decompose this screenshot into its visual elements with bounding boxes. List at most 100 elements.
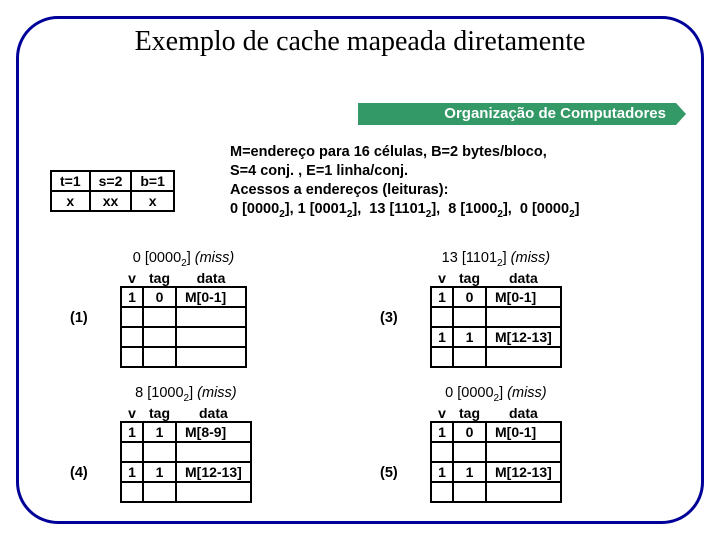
- params-h-2: b=1: [131, 171, 174, 191]
- cell-v: [431, 482, 453, 502]
- cache-caption-c5: 0 [00002] (miss): [430, 385, 562, 404]
- cache-table-c4: vtagdata11M[8-9]11M[12-13]: [120, 405, 252, 503]
- cell-tag: 0: [453, 422, 486, 442]
- cache-col-data: data: [486, 405, 561, 422]
- cache-col-v: v: [431, 405, 453, 422]
- cache-col-tag: tag: [143, 405, 176, 422]
- cache-col-data: data: [486, 270, 561, 287]
- cache-row: 11M[8-9]: [121, 422, 251, 442]
- cell-tag: [143, 307, 176, 327]
- cache-row: [121, 307, 246, 327]
- cache-row: 11M[12-13]: [121, 462, 251, 482]
- cell-tag: [453, 442, 486, 462]
- cache-col-data: data: [176, 405, 251, 422]
- params-table: t=1 s=2 b=1 x xx x: [50, 170, 175, 212]
- cell-data: [486, 442, 561, 462]
- desc-line-3: 0 [00002], 1 [00012], 13 [11012], 8 [100…: [230, 200, 690, 221]
- cell-v: [121, 482, 143, 502]
- params-header-row: t=1 s=2 b=1: [51, 171, 174, 191]
- cache-caption-c3: 13 [11012] (miss): [430, 250, 562, 269]
- cache-col-v: v: [431, 270, 453, 287]
- cache-row: 11M[12-13]: [431, 327, 561, 347]
- params-value-row: x xx x: [51, 191, 174, 211]
- slide-title: Exemplo de cache mapeada diretamente: [0, 26, 720, 58]
- cache-c4: 8 [10002] (miss)vtagdata11M[8-9]11M[12-1…: [120, 385, 252, 503]
- cache-col-tag: tag: [143, 270, 176, 287]
- cache-row: 10M[0-1]: [121, 287, 246, 307]
- step-label-c4: (4): [70, 465, 88, 481]
- desc-line-2: Acessos a endereços (leituras):: [230, 181, 690, 200]
- cell-data: M[12-13]: [486, 327, 561, 347]
- cache-row: [431, 347, 561, 367]
- params-h-0: t=1: [51, 171, 90, 191]
- cache-row: [121, 482, 251, 502]
- cell-tag: [453, 482, 486, 502]
- cache-row: [121, 442, 251, 462]
- cell-data: [176, 327, 246, 347]
- cache-row: [431, 442, 561, 462]
- cell-data: [486, 482, 561, 502]
- cell-tag: [143, 482, 176, 502]
- cell-v: [121, 307, 143, 327]
- cache-col-v: v: [121, 270, 143, 287]
- params-h-1: s=2: [90, 171, 132, 191]
- cell-v: 1: [431, 462, 453, 482]
- cell-v: 1: [431, 327, 453, 347]
- cell-v: 1: [431, 422, 453, 442]
- cell-data: [176, 307, 246, 327]
- cell-tag: 0: [143, 287, 176, 307]
- cell-v: [121, 327, 143, 347]
- cell-v: [431, 347, 453, 367]
- cell-data: [176, 482, 251, 502]
- cache-table-c5: vtagdata10M[0-1]11M[12-13]: [430, 405, 562, 503]
- cache-row: 10M[0-1]: [431, 287, 561, 307]
- cache-row: [121, 347, 246, 367]
- cache-caption-c4: 8 [10002] (miss): [120, 385, 252, 404]
- cache-table-c1: vtagdata10M[0-1]: [120, 270, 247, 368]
- cache-c3: 13 [11012] (miss)vtagdata10M[0-1]11M[12-…: [430, 250, 562, 368]
- cell-data: M[0-1]: [486, 287, 561, 307]
- cell-tag: [143, 442, 176, 462]
- cell-tag: [453, 307, 486, 327]
- cell-v: [121, 442, 143, 462]
- cache-caption-c1: 0 [00002] (miss): [120, 250, 247, 269]
- step-label-c3: (3): [380, 310, 398, 326]
- cell-data: [486, 347, 561, 367]
- cell-data: [176, 442, 251, 462]
- desc-line-1: S=4 conj. , E=1 linha/conj.: [230, 162, 690, 181]
- cell-tag: [143, 347, 176, 367]
- cache-col-v: v: [121, 405, 143, 422]
- cache-row: [431, 307, 561, 327]
- cell-v: 1: [431, 287, 453, 307]
- cache-table-c3: vtagdata10M[0-1]11M[12-13]: [430, 270, 562, 368]
- cell-data: M[8-9]: [176, 422, 251, 442]
- cell-tag: [143, 327, 176, 347]
- cell-v: 1: [121, 287, 143, 307]
- cache-row: 10M[0-1]: [431, 422, 561, 442]
- cell-tag: 0: [453, 287, 486, 307]
- cache-c1: 0 [00002] (miss)vtagdata10M[0-1]: [120, 250, 247, 368]
- cell-data: M[0-1]: [486, 422, 561, 442]
- cell-tag: 1: [143, 462, 176, 482]
- params-v-1: xx: [90, 191, 132, 211]
- cache-row: [121, 327, 246, 347]
- step-label-c5: (5): [380, 465, 398, 481]
- cell-tag: 1: [143, 422, 176, 442]
- cache-col-tag: tag: [453, 405, 486, 422]
- subtitle-band: Organização de Computadores: [358, 103, 676, 125]
- cell-data: M[12-13]: [486, 462, 561, 482]
- cell-v: 1: [121, 422, 143, 442]
- cache-row: [431, 482, 561, 502]
- cell-tag: 1: [453, 462, 486, 482]
- cell-data: [486, 307, 561, 327]
- desc-line-0: M=endereço para 16 células, B=2 bytes/bl…: [230, 143, 690, 162]
- cache-col-data: data: [176, 270, 246, 287]
- cell-data: M[0-1]: [176, 287, 246, 307]
- step-label-c1: (1): [70, 310, 88, 326]
- params-v-0: x: [51, 191, 90, 211]
- cell-tag: [453, 347, 486, 367]
- params-v-2: x: [131, 191, 174, 211]
- cell-v: [431, 307, 453, 327]
- cache-c5: 0 [00002] (miss)vtagdata10M[0-1]11M[12-1…: [430, 385, 562, 503]
- cell-tag: 1: [453, 327, 486, 347]
